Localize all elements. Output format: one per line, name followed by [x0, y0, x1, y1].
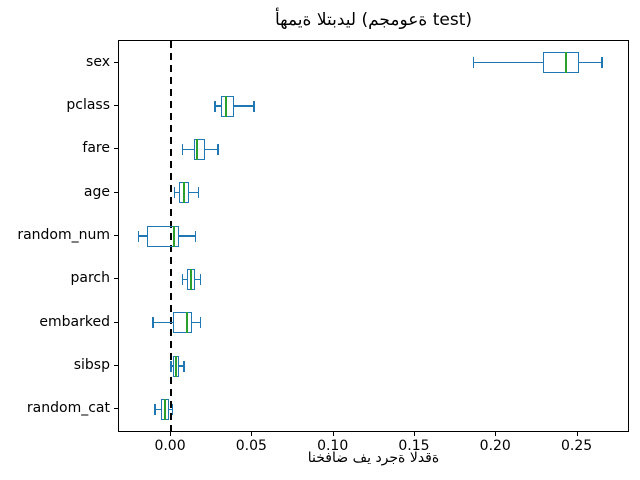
median-line — [186, 312, 189, 334]
median-line — [174, 355, 177, 377]
whisker-left — [153, 321, 173, 324]
whisker-cap-left — [181, 273, 184, 285]
y-tick-mark — [114, 148, 118, 150]
whisker-cap-right — [253, 100, 255, 112]
y-tick-label: random_num — [17, 227, 110, 243]
median-line — [173, 225, 176, 247]
x-tick-mark — [170, 432, 172, 436]
whisker-cap-left — [152, 317, 154, 329]
median-line — [163, 398, 166, 420]
whisker-cap-right — [199, 317, 202, 329]
box — [172, 312, 193, 334]
whisker-left — [171, 365, 173, 367]
box — [146, 225, 180, 247]
whisker-right — [169, 408, 173, 411]
box — [221, 95, 235, 117]
whisker-right — [179, 235, 196, 237]
plot-area — [118, 40, 629, 432]
whisker-cap-left — [154, 403, 156, 415]
x-tick-mark — [576, 432, 578, 436]
whisker-right — [195, 278, 201, 281]
x-tick-mark — [495, 432, 497, 436]
x-tick-label: 0.00 — [154, 438, 186, 454]
whisker-cap-right — [199, 273, 202, 285]
x-tick-label: 0.20 — [479, 438, 511, 454]
whisker-left — [214, 105, 222, 107]
y-tick-label: fare — [82, 140, 110, 157]
y-tick-mark — [114, 235, 118, 236]
y-tick-mark — [114, 278, 118, 280]
y-tick-label: pclass — [66, 97, 110, 113]
x-tick-mark — [251, 432, 253, 436]
whisker-left — [182, 148, 194, 151]
box — [543, 52, 580, 74]
whisker-right — [234, 105, 254, 107]
whisker-left — [138, 235, 147, 237]
zero-reference-line — [170, 41, 173, 431]
y-tick-mark — [114, 61, 118, 63]
y-tick-mark — [114, 191, 118, 193]
whisker-left — [473, 61, 544, 64]
y-tick-label: parch — [70, 270, 110, 287]
whisker-right — [579, 61, 602, 64]
y-tick-mark — [114, 408, 118, 410]
whisker-cap-right — [194, 230, 197, 242]
median-line — [189, 268, 192, 290]
y-tick-label: sibsp — [73, 357, 110, 373]
y-tick-mark — [114, 365, 118, 366]
whisker-cap-left — [170, 360, 172, 372]
x-tick-label: 0.25 — [560, 438, 593, 454]
whisker-cap-left — [181, 143, 184, 155]
whisker-cap-left — [137, 230, 140, 242]
whisker-cap-left — [472, 57, 475, 69]
whisker-cap-right — [171, 403, 174, 415]
chart-title: أهمية التبديل (مجموعة test) — [274, 10, 473, 30]
whisker-right — [205, 148, 219, 151]
median-line — [183, 182, 186, 204]
median-line — [565, 52, 568, 74]
y-tick-label: random_cat — [26, 400, 110, 417]
y-tick-mark — [114, 321, 118, 323]
whisker-right — [192, 321, 201, 324]
x-tick-label: 0.05 — [235, 438, 267, 454]
x-axis-label: انخفاض في درجة الدقة — [307, 450, 440, 466]
whisker-cap-right — [601, 57, 603, 69]
whisker-right — [188, 191, 199, 194]
whisker-left — [174, 191, 180, 194]
whisker-cap-left — [214, 100, 216, 112]
x-tick-label: 0.15 — [398, 438, 430, 454]
whisker-cap-left — [173, 187, 176, 199]
x-tick-mark — [413, 432, 415, 436]
whisker-cap-right — [197, 187, 200, 199]
whisker-left — [154, 408, 162, 411]
y-tick-label: age — [83, 183, 110, 200]
whisker-right — [179, 365, 185, 367]
median-line — [225, 95, 228, 117]
whisker-cap-right — [183, 360, 185, 372]
median-line — [196, 138, 199, 160]
x-tick-mark — [332, 432, 334, 436]
y-tick-mark — [114, 105, 118, 106]
x-tick-label: 0.10 — [317, 438, 349, 454]
y-tick-label: sex — [86, 53, 110, 70]
whisker-left — [182, 278, 188, 281]
box — [193, 138, 206, 160]
whisker-cap-right — [217, 143, 219, 155]
y-tick-label: embarked — [39, 313, 110, 330]
